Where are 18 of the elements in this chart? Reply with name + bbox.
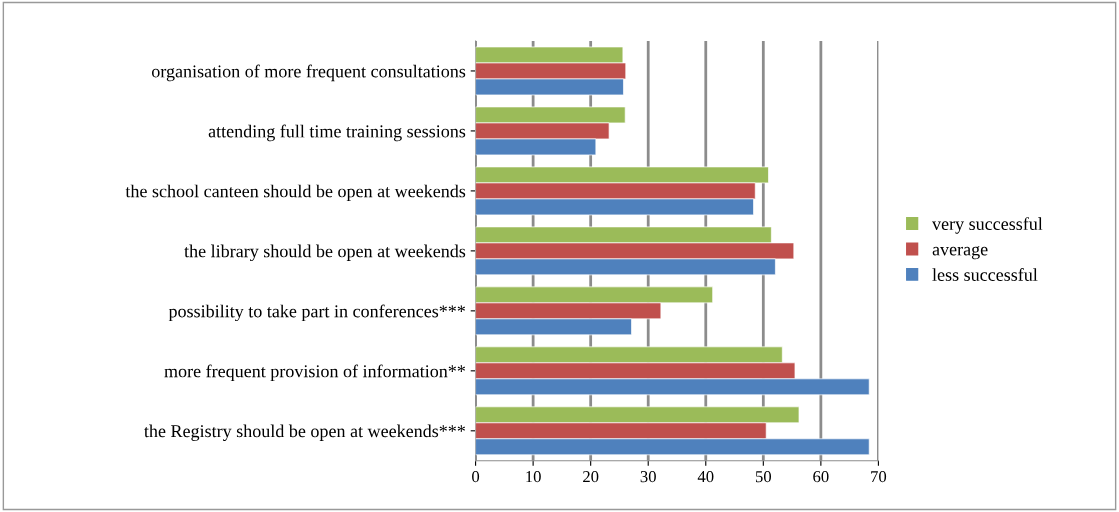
x-tick-label: 70: [871, 471, 887, 483]
x-tick-label: 30: [640, 471, 656, 483]
y-tick-label: more frequent provision of information**: [164, 364, 465, 382]
y-tick-label: possibility to take part in conferences***: [168, 304, 465, 322]
y-tick-label: organisation of more frequent consultations: [151, 64, 466, 82]
x-tick-label: 10: [526, 471, 541, 483]
x-tick-label: 40: [697, 471, 714, 483]
y-tick-label: the library should be open at weekends: [184, 244, 466, 262]
y-tick-label: attending full time training sessions: [208, 124, 466, 142]
y-tick-label: the school canteen should be open at weekends: [125, 184, 466, 202]
x-tick-label: 20: [583, 471, 599, 483]
x-tick-label: 60: [813, 471, 829, 483]
y-tick-label: the Registry should be open at weekends***: [144, 424, 465, 441]
legend-label: less successful: [932, 268, 1038, 281]
x-tick-label: 50: [755, 471, 772, 483]
legend-label: very successful: [932, 217, 1043, 234]
x-tick-label: 0: [472, 471, 480, 483]
legend-label: average: [932, 246, 988, 260]
